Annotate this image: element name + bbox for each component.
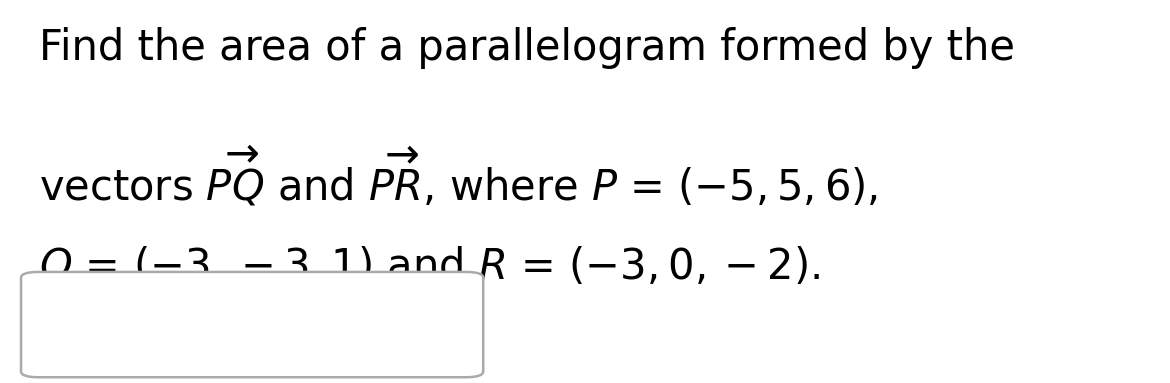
FancyBboxPatch shape	[21, 272, 483, 377]
Text: vectors $\overrightarrow{PQ}$ and $\overrightarrow{PR}$, where $P$ = $(-5, 5, 6): vectors $\overrightarrow{PQ}$ and $\over…	[39, 146, 878, 210]
Text: $Q$ = $(-3, -3, 1)$ and $R$ = $(-3, 0, -2)$.: $Q$ = $(-3, -3, 1)$ and $R$ = $(-3, 0, -…	[39, 245, 820, 287]
Text: Find the area of a parallelogram formed by the: Find the area of a parallelogram formed …	[39, 27, 1014, 69]
